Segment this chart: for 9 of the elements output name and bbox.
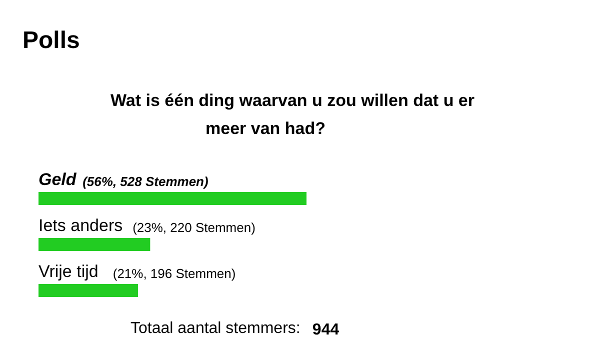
chart-title: Polls: [22, 27, 80, 54]
data-label: (23%, 220 Stemmen): [132, 220, 256, 235]
data-label: (56%, 528 Stemmen): [82, 174, 208, 189]
y-tick-label: Vrije tijd: [38, 262, 98, 281]
data-label: (21%, 196 Stemmen): [112, 266, 236, 281]
y-tick-label: Geld: [38, 170, 77, 189]
chart-subtitle: Wat is één ding waarvan u zou willen dat u er meer van had?: [110, 91, 475, 138]
y-tick-label: Iets anders: [38, 216, 123, 235]
text: Totaal aantal stemmers: 944: [130, 320, 340, 338]
